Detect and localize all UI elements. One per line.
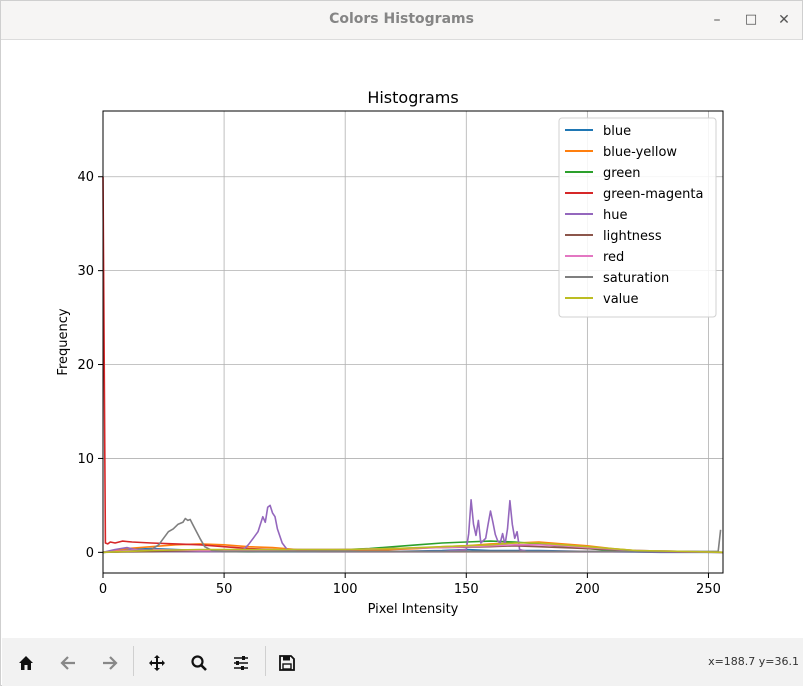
legend-label: saturation [603, 271, 669, 286]
y-tick-label: 0 [86, 546, 94, 561]
y-tick-label: 40 [77, 170, 94, 185]
figure-canvas[interactable]: Histograms 0 50 100 150 200 250 0 10 20 30 40 Pixe… [2, 40, 803, 638]
save-icon [279, 655, 295, 671]
save-button[interactable] [274, 650, 300, 676]
x-tick-label: 200 [575, 582, 600, 597]
axes-frame [102, 110, 724, 574]
sliders-icon [234, 656, 248, 670]
y-axis-label: Frequency [56, 308, 71, 375]
legend-label: value [603, 292, 639, 307]
legend-label: blue [603, 124, 631, 139]
toolbar-separator [133, 646, 134, 676]
series-line-value [102, 542, 724, 554]
histogram-chart: Histograms 0 50 100 150 200 250 0 10 20 30 40 Pixe… [56, 88, 724, 617]
x-tick-label: 150 [454, 582, 479, 597]
legend: blue blue-yellow green green-magenta hue ligh… [558, 117, 717, 318]
x-tick-label: 250 [696, 582, 721, 597]
configure-subplots-button[interactable] [228, 650, 254, 676]
series-line-hue [102, 498, 724, 554]
forward-button[interactable] [97, 650, 123, 676]
back-button[interactable] [55, 650, 81, 676]
navigation-toolbar: x=188.7 y=36.1 [2, 638, 803, 686]
x-axis-label: Pixel Intensity [368, 602, 459, 617]
y-tick-label: 30 [77, 264, 94, 279]
pan-button[interactable] [144, 650, 170, 676]
arrow-left-icon [60, 656, 75, 670]
x-tick-label: 50 [216, 582, 233, 597]
series-layer [102, 176, 724, 554]
legend-label: lightness [603, 229, 662, 244]
window-title: Colors Histograms [329, 11, 474, 27]
axis-ticks: 0 50 100 150 200 250 0 10 20 30 40 [77, 170, 720, 597]
legend-label: hue [603, 208, 627, 223]
move-icon [149, 655, 165, 671]
legend-box [558, 117, 717, 318]
x-tick-label: 100 [333, 582, 358, 597]
legend-label: red [603, 250, 624, 265]
y-tick-label: 10 [77, 452, 94, 467]
cursor-coordinates: x=188.7 y=36.1 [708, 655, 799, 668]
close-button[interactable]: ✕ [778, 12, 790, 28]
home-icon [19, 656, 33, 670]
chart-title: Histograms [367, 88, 458, 107]
home-button[interactable] [13, 650, 39, 676]
series-line-saturation [102, 517, 722, 554]
x-tick-label: 0 [99, 582, 107, 597]
zoom-button[interactable] [186, 650, 212, 676]
legend-label: green-magenta [603, 187, 703, 202]
legend-label: blue-yellow [603, 145, 677, 160]
minimize-button[interactable]: – [713, 12, 721, 28]
toolbar-separator [265, 646, 266, 676]
title-bar[interactable]: Colors Histograms – □ ✕ [1, 1, 802, 40]
maximize-button[interactable]: □ [744, 12, 758, 27]
search-icon [191, 655, 207, 671]
arrow-right-icon [103, 656, 118, 670]
legend-label: green [603, 166, 641, 181]
y-tick-label: 20 [77, 358, 94, 373]
